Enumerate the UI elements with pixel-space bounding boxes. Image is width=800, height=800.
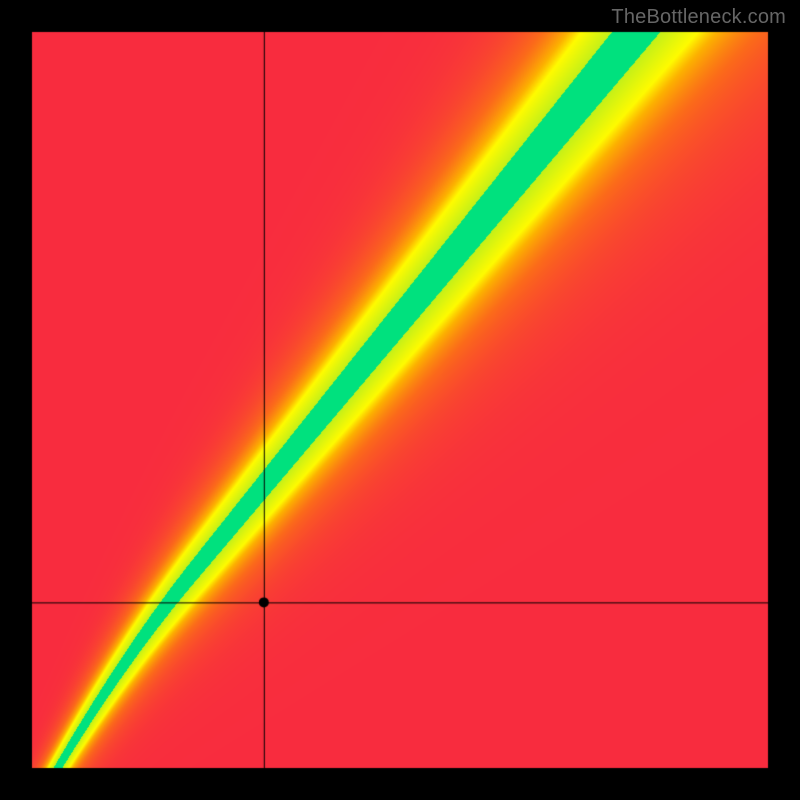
watermark-label: TheBottleneck.com bbox=[611, 6, 786, 29]
bottleneck-heatmap bbox=[0, 0, 800, 800]
chart-container: TheBottleneck.com bbox=[0, 0, 800, 800]
